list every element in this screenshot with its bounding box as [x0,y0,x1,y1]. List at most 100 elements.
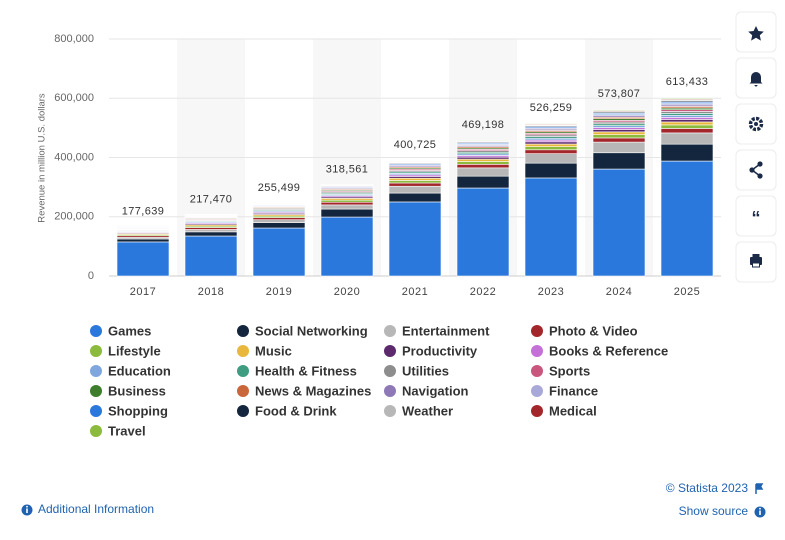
print-button[interactable] [735,241,777,283]
legend-label: Health & Fitness [255,363,357,378]
favorite-button[interactable] [735,11,777,53]
credit[interactable]: © Statista 2023 [666,481,749,495]
x-tick-label: 2018 [198,286,224,298]
bar-segment [660,114,714,118]
total-label: 400,725 [394,139,437,151]
x-tick-label: 2017 [130,286,156,298]
legend-marker [384,385,396,397]
legend-label: Sports [549,363,590,378]
plot: 0 200,000 400,000 600,000 800,000 177,639 2017… [54,33,721,298]
y-tick-label: 600,000 [54,92,94,104]
legend-item[interactable]: Business [90,383,166,398]
share-button[interactable] [735,149,777,191]
bar-segment [524,146,578,151]
show-source-link[interactable]: Show source [679,504,749,518]
legend-item[interactable]: Travel [90,423,146,438]
legend-item[interactable]: Sports [531,363,590,378]
bar-segment [592,134,646,139]
settings-button[interactable] [735,103,777,145]
legend-item[interactable]: Medical [531,403,597,418]
bar-segment [320,216,374,277]
bar-segment [660,132,714,145]
legend-marker [90,425,102,437]
bar-segment [320,208,374,218]
legend-item[interactable]: News & Magazines [237,383,371,398]
legend-item[interactable]: Education [90,363,171,378]
bar-segment [660,117,714,120]
bar-segment [116,241,170,277]
legend-marker [384,365,396,377]
bar-segment [252,219,306,223]
legend-item[interactable]: Utilities [384,363,449,378]
total-label: 613,433 [666,76,709,88]
legend-label: Shopping [108,403,168,418]
x-tick-label: 2023 [538,286,564,298]
legend-marker [90,325,102,337]
legend-label: Weather [402,403,453,418]
legend-item[interactable]: Music [237,343,292,358]
legend-label: Navigation [402,383,469,398]
bar-segment [388,192,442,203]
bar-segment [456,158,510,162]
legend-item[interactable]: Weather [384,403,453,418]
bar-segment [592,131,646,135]
notification-button[interactable] [735,57,777,99]
legend-item[interactable]: Books & Reference [531,343,668,358]
bar-segment [456,156,510,160]
legend-item[interactable]: Entertainment [384,323,490,338]
legend-item[interactable]: Food & Drink [237,403,337,418]
legend-item[interactable]: Finance [531,383,598,398]
legend-label: Games [108,323,151,338]
legend-label: Music [255,343,292,358]
total-label: 573,807 [598,88,641,100]
svg-text:“: “ [752,208,761,228]
legend-item[interactable]: Productivity [384,343,478,358]
legend-label: Productivity [402,343,478,358]
bar-segment [524,143,578,147]
additional-info-link[interactable]: Additional Information [38,502,154,516]
bar-segment [592,137,646,143]
bar-segment [524,123,578,125]
y-tick-label: 800,000 [54,33,94,45]
legend-item[interactable]: Health & Fitness [237,363,357,378]
bar-segment [660,119,714,123]
x-tick-label: 2025 [674,286,700,298]
legend-label: Social Networking [255,323,368,338]
legend-label: News & Magazines [255,383,371,398]
legend-item[interactable]: Games [90,323,151,338]
legend-marker [237,365,249,377]
bar-segment [184,231,238,237]
bar-segment [660,124,714,129]
bar-segment [592,168,646,277]
total-label: 526,259 [530,102,573,114]
bar-segment [456,167,510,177]
legend-label: Food & Drink [255,403,337,418]
bar-segment [184,229,238,233]
bar-segment [252,227,306,277]
bar-segment [388,177,442,181]
legend-marker [90,365,102,377]
x-tick-label: 2022 [470,286,496,298]
bar-segment [456,164,510,169]
legend-marker [237,325,249,337]
legend-marker [90,385,102,397]
legend-item[interactable]: Shopping [90,403,168,418]
cite-button[interactable]: “ [735,195,777,237]
legend-item[interactable]: Photo & Video [531,323,638,338]
legend-marker [531,325,543,337]
legend-item[interactable]: Lifestyle [90,343,161,358]
x-tick-label: 2019 [266,286,292,298]
legend-item[interactable]: Navigation [384,383,469,398]
bar-segment [660,121,714,126]
total-label: 255,499 [258,182,301,194]
legend-marker [384,405,396,417]
bar-segment [524,177,578,277]
bar-segment [660,128,714,134]
bar-segment [592,109,646,111]
legend-item[interactable]: Social Networking [237,323,368,338]
bar-segment [388,160,442,162]
legend-label: Education [108,363,171,378]
bar-segment [252,222,306,229]
legend-label: Business [108,383,166,398]
